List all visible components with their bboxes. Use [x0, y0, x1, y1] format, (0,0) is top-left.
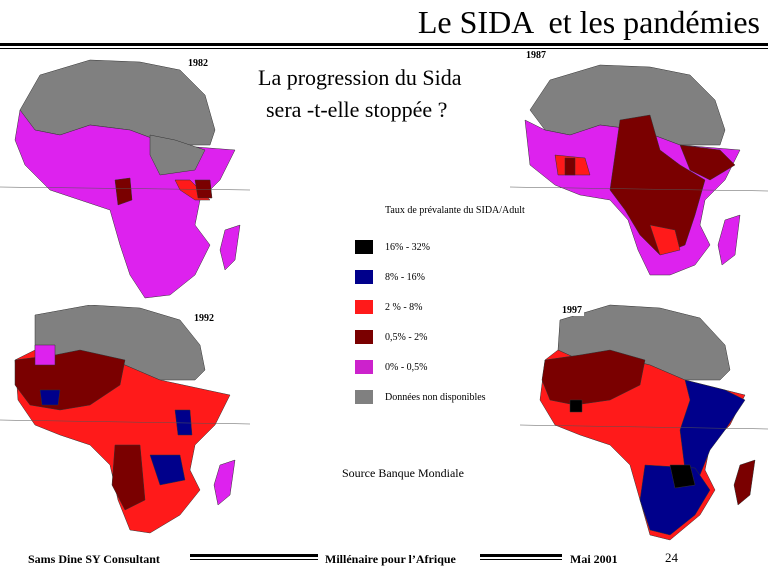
map-1997: 1997 [520, 300, 768, 545]
footer-rule-thin [190, 559, 318, 560]
year-label-1997: 1997 [560, 305, 584, 316]
legend-swatch [355, 300, 373, 314]
legend-label: 0% - 0,5% [385, 361, 428, 373]
legend-item: 16% - 32% [355, 232, 555, 262]
footer-rule [480, 554, 562, 557]
footer-date: Mai 2001 [570, 552, 618, 566]
legend-label: 2 % - 8% [385, 301, 423, 313]
legend-swatch [355, 240, 373, 254]
map-1982: 1982 [0, 50, 250, 305]
legend-label: 8% - 16% [385, 271, 425, 283]
legend-item: 0% - 0,5% [355, 352, 555, 382]
legend-swatch [355, 390, 373, 404]
legend-swatch [355, 270, 373, 284]
legend-label: 0,5% - 2% [385, 331, 428, 343]
title-rule [0, 43, 768, 46]
question-line-1: La progression du Sida [258, 65, 462, 90]
footer-author: Sams Dine SY Consultant [28, 552, 160, 566]
page-number: 24 [665, 550, 678, 565]
legend-item: 8% - 16% [355, 262, 555, 292]
question-text: La progression du Sida sera -t-elle stop… [258, 62, 461, 126]
year-label-1982: 1982 [186, 58, 210, 69]
year-label-1992: 1992 [192, 313, 216, 324]
legend-swatch [355, 330, 373, 344]
footer-rule [190, 554, 318, 557]
legend-label: 16% - 32% [385, 241, 430, 253]
map-1987: 1987 [510, 50, 768, 280]
slide-title: Le SIDA et les pandémies [417, 4, 760, 40]
question-line-2: sera -t-elle stoppée ? [266, 97, 448, 122]
map-1992: 1992 [0, 305, 250, 540]
legend-label: Données non disponibles [385, 391, 486, 403]
legend-item: 0,5% - 2% [355, 322, 555, 352]
footer: Sams Dine SY Consultant Millénaire pour … [0, 545, 768, 573]
legend-item: Données non disponibles [355, 382, 555, 412]
source-note: Source Banque Mondiale [342, 466, 464, 480]
footer-rule-thin [480, 559, 562, 560]
footer-center: Millénaire pour l’Afrique [325, 552, 456, 566]
year-label-1987: 1987 [524, 50, 548, 61]
legend-title: Taux de prévalante du SIDA/Adult [385, 205, 525, 216]
title-rule-thin [0, 48, 768, 49]
legend-swatch [355, 360, 373, 374]
legend: Taux de prévalante du SIDA/Adult 16% - 3… [355, 205, 555, 412]
legend-item: 2 % - 8% [355, 292, 555, 322]
